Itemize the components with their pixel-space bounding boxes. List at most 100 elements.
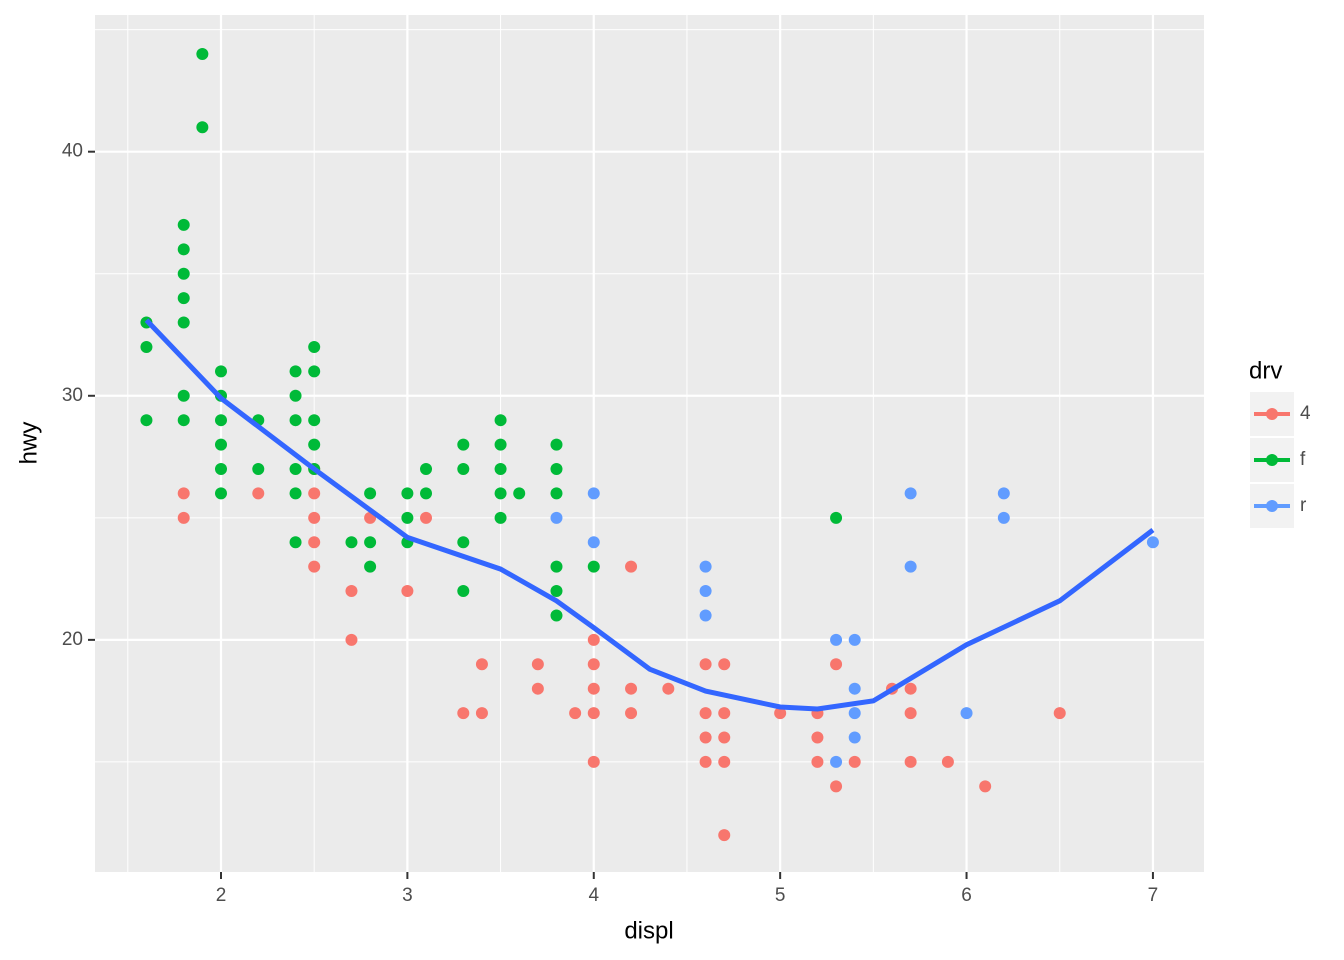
point (699, 585, 712, 598)
point (364, 536, 377, 549)
point (457, 536, 470, 549)
point (364, 560, 377, 573)
point (904, 755, 917, 768)
point (997, 487, 1010, 500)
point (252, 487, 265, 500)
x-tick-label: 7 (1148, 885, 1159, 906)
point (475, 658, 488, 671)
point (979, 780, 992, 793)
point (587, 707, 600, 720)
point (214, 365, 227, 378)
point (308, 511, 321, 524)
point (308, 340, 321, 353)
point (289, 414, 302, 427)
y-axis-title: hwy (15, 422, 42, 465)
point (941, 755, 954, 768)
point (214, 487, 227, 500)
point (177, 243, 190, 256)
point (475, 707, 488, 720)
point (830, 633, 843, 646)
point (308, 414, 321, 427)
point (308, 560, 321, 573)
point (699, 560, 712, 573)
point (177, 267, 190, 280)
point (699, 731, 712, 744)
point (718, 658, 731, 671)
point (848, 707, 861, 720)
point (997, 511, 1010, 524)
point (830, 780, 843, 793)
point (457, 585, 470, 598)
y-tick-label: 40 (62, 141, 83, 162)
y-tick-label: 30 (62, 385, 83, 406)
point (662, 682, 675, 695)
point (308, 487, 321, 500)
point (177, 389, 190, 402)
point (699, 707, 712, 720)
point (699, 609, 712, 622)
y-tick-label: 20 (62, 629, 83, 650)
point (196, 121, 209, 134)
point (420, 511, 433, 524)
point (513, 487, 526, 500)
point (811, 731, 824, 744)
point (345, 536, 358, 549)
point (420, 463, 433, 476)
point (718, 829, 731, 842)
x-tick-label: 4 (588, 885, 599, 906)
point (774, 707, 787, 720)
legend-dot (1266, 454, 1278, 466)
point (364, 487, 377, 500)
point (550, 438, 563, 451)
point (140, 340, 153, 353)
point (699, 658, 712, 671)
point (904, 707, 917, 720)
point (494, 487, 507, 500)
point (587, 755, 600, 768)
point (177, 511, 190, 524)
point (177, 414, 190, 427)
point (587, 536, 600, 549)
point (196, 48, 209, 61)
point (177, 487, 190, 500)
point (587, 658, 600, 671)
point (904, 682, 917, 695)
point (587, 560, 600, 573)
point (718, 755, 731, 768)
legend-dot (1266, 408, 1278, 420)
point (550, 560, 563, 573)
point (904, 487, 917, 500)
point (289, 365, 302, 378)
point (625, 560, 638, 573)
legend-label: r (1300, 495, 1307, 516)
point (308, 536, 321, 549)
point (420, 487, 433, 500)
point (960, 707, 973, 720)
point (401, 511, 414, 524)
point (718, 731, 731, 744)
legend-label: 4 (1300, 403, 1311, 424)
point (214, 414, 227, 427)
point (811, 755, 824, 768)
point (345, 633, 358, 646)
point (401, 487, 414, 500)
point (214, 438, 227, 451)
point (289, 487, 302, 500)
point (289, 389, 302, 402)
point (587, 682, 600, 695)
point (457, 463, 470, 476)
x-tick-label: 6 (961, 885, 972, 906)
point (569, 707, 582, 720)
point (252, 463, 265, 476)
point (140, 414, 153, 427)
legend-label: f (1300, 449, 1306, 470)
point (494, 463, 507, 476)
point (457, 438, 470, 451)
x-tick-label: 5 (775, 885, 786, 906)
smooth-line (144, 318, 1155, 712)
x-tick-label: 3 (402, 885, 413, 906)
point (308, 438, 321, 451)
point (718, 707, 731, 720)
point (830, 511, 843, 524)
legend-dot (1266, 500, 1278, 512)
